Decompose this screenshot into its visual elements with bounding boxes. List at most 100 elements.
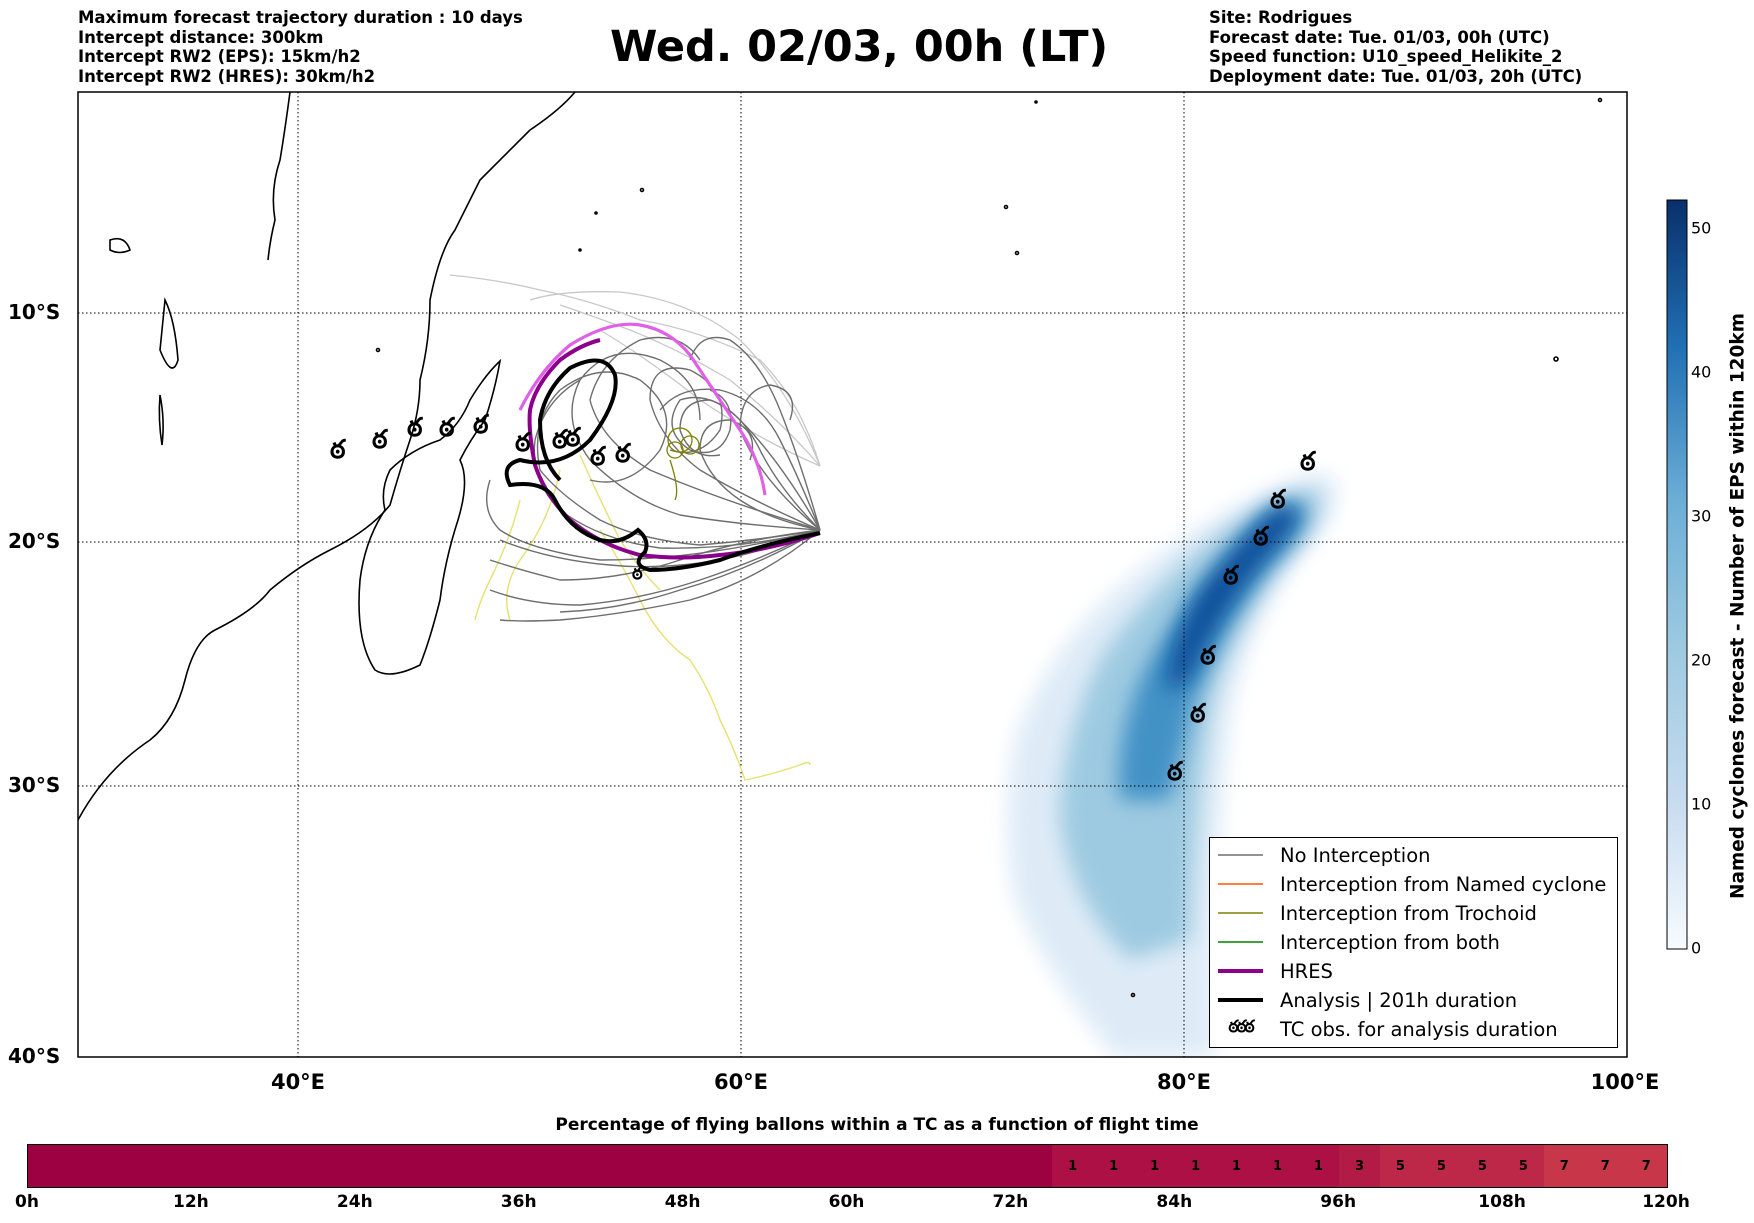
percentage-cell	[314, 1145, 356, 1187]
map-area: ఠ ఠ ఠ ఠ ఠ ఠ ఠ ఠ ఠ ఠ ఠ ఠ ఠ ఠ ఠ ఠ ఠ ఠ	[78, 92, 1627, 1057]
cyclone-icon: ఠ	[1270, 485, 1286, 515]
header-right-info: Site: Rodrigues Forecast date: Tue. 01/0…	[1209, 8, 1582, 86]
percentage-cell: 5	[1461, 1145, 1503, 1187]
cyclone-icon: ఠ	[473, 410, 489, 440]
colorbar-tick: 50	[1691, 218, 1712, 238]
lat-label: 30°S	[8, 773, 61, 797]
cyclone-icon: ఠ	[1300, 447, 1316, 477]
percentage-cell: 1	[1093, 1145, 1135, 1187]
map-grid	[78, 92, 1627, 1057]
africa-coastline-inland	[267, 92, 291, 261]
lat-label: 10°S	[8, 300, 61, 324]
percentage-cell: 5	[1502, 1145, 1544, 1187]
legend-label: Analysis | 201h duration	[1280, 988, 1518, 1012]
percentage-tick-label: 108h	[1478, 1192, 1526, 1212]
colorbar-tick: 30	[1691, 506, 1712, 526]
percentage-cell	[806, 1145, 848, 1187]
percentage-cell: 7	[1584, 1145, 1626, 1187]
map-frame	[77, 91, 1628, 1058]
colorbar-tick: 20	[1691, 650, 1712, 670]
percentage-cell	[642, 1145, 684, 1187]
thin-olive-line-icon	[1218, 910, 1263, 916]
percentage-cell	[28, 1145, 69, 1187]
header-right-line: Deployment date: Tue. 01/03, 20h (UTC)	[1209, 66, 1583, 86]
cyclone-icon: ఠ	[439, 413, 455, 443]
lon-label: 40°E	[270, 1070, 326, 1094]
thin-green-line-icon	[1218, 939, 1263, 945]
cyclone-icon: ఠ	[552, 425, 568, 455]
percentage-cell	[68, 1145, 110, 1187]
trochoid-loops	[666, 427, 700, 501]
thick-black-line-icon	[1218, 996, 1263, 1004]
percentage-tick-label: 72h	[992, 1192, 1029, 1212]
lake-victoria	[109, 237, 131, 254]
legend-label: Interception from Trochoid	[1280, 901, 1537, 925]
header-left-line: Intercept RW2 (HRES): 30km/h2	[78, 66, 376, 86]
cyclone-icon: ఠ	[372, 425, 388, 455]
percentage-cell	[560, 1145, 602, 1187]
percentage-cell	[519, 1145, 561, 1187]
cyclone-icon: ఠ	[1200, 641, 1216, 671]
cyclone-icon: ఠ	[1167, 757, 1183, 787]
coastlines	[78, 92, 1603, 998]
percentage-tick-label: 60h	[828, 1192, 865, 1212]
colorbar-gradient	[1666, 199, 1688, 950]
lake-malawi	[158, 394, 164, 446]
percentage-tick-label: 48h	[664, 1192, 701, 1212]
thick-purple-line-icon	[1218, 967, 1263, 975]
legend-item: Analysis | 201h duration	[1218, 988, 1517, 1012]
lon-label: 60°E	[713, 1070, 769, 1094]
percentage-cell: 7	[1625, 1145, 1667, 1187]
lon-label: 80°E	[1156, 1070, 1212, 1094]
percentage-cell: 1	[1134, 1145, 1176, 1187]
legend-item: Interception from Named cyclone	[1218, 872, 1606, 896]
percentage-tick-label: 120h	[1642, 1192, 1690, 1212]
percentage-tick-label: 36h	[500, 1192, 537, 1212]
colorbar-tick: 10	[1691, 794, 1712, 814]
percentage-cell: 1	[1216, 1145, 1258, 1187]
header-left-line: Maximum forecast trajectory duration : 1…	[78, 8, 523, 27]
percentage-cell	[724, 1145, 766, 1187]
percentage-cell	[847, 1145, 889, 1187]
chart-title: Percentage of flying ballons within a TC…	[555, 1115, 1199, 1135]
madagascar-coastline	[358, 358, 502, 675]
colorbar-tick: 0	[1691, 938, 1702, 958]
percentage-cell	[273, 1145, 315, 1187]
percentage-tick-label: 12h	[173, 1192, 209, 1212]
percentage-cell: 7	[1543, 1145, 1585, 1187]
legend-item: Interception from both	[1218, 930, 1500, 954]
colorbar-title: Named cyclones forecast - Number of EPS …	[1727, 312, 1749, 900]
legend-label: Interception from Named cyclone	[1280, 872, 1607, 896]
header-right-line: Speed function: U10_speed_Helikite_2	[1209, 47, 1563, 66]
header-left-line: Intercept distance: 300km	[78, 27, 324, 47]
tc-obs-symbols: ఠ ఠ ఠ ఠ ఠ ఠ ఠ ఠ ఠ ఠ ఠ ఠ ఠ ఠ ఠ ఠ ఠ ఠ	[330, 410, 1316, 787]
lake-tanganyika	[159, 297, 179, 369]
colorbar-tick: 40	[1691, 362, 1712, 382]
legend-item: No Interception	[1218, 843, 1431, 867]
legend-label: Interception from both	[1280, 930, 1500, 954]
percentage-cell: 3	[1339, 1145, 1380, 1187]
lon-label: 100°E	[1590, 1070, 1660, 1094]
percentage-cell	[109, 1145, 151, 1187]
map-legend: No Interception Interception from Named …	[1209, 837, 1618, 1048]
legend-item: Interception from Trochoid	[1218, 901, 1537, 925]
percentage-cell: 5	[1379, 1145, 1421, 1187]
cyclone-icon: ఠ	[590, 442, 606, 472]
africa-coastline	[78, 92, 576, 821]
cyclone-icon: ఠ	[407, 413, 423, 443]
percentage-cell: 1	[1175, 1145, 1217, 1187]
percentage-tick-label: 96h	[1320, 1192, 1357, 1212]
percentage-tick-label: 24h	[336, 1192, 373, 1212]
percentage-cell: 1	[1257, 1145, 1299, 1187]
legend-item: ఠఠఠ TC obs. for analysis duration	[1218, 1017, 1557, 1041]
cyclone-icon: ఠ	[515, 428, 531, 458]
percentage-tick-label: 84h	[1156, 1192, 1193, 1212]
percentage-cell: 1	[1052, 1145, 1094, 1187]
cyclone-icon: ఠ	[1190, 699, 1206, 729]
percentage-cell	[437, 1145, 479, 1187]
page-title: Wed. 02/03, 00h (LT)	[610, 22, 1109, 72]
cyclone-icon: ఠ	[1253, 522, 1269, 552]
header-right-line: Forecast date: Tue. 01/03, 00h (UTC)	[1209, 27, 1550, 47]
